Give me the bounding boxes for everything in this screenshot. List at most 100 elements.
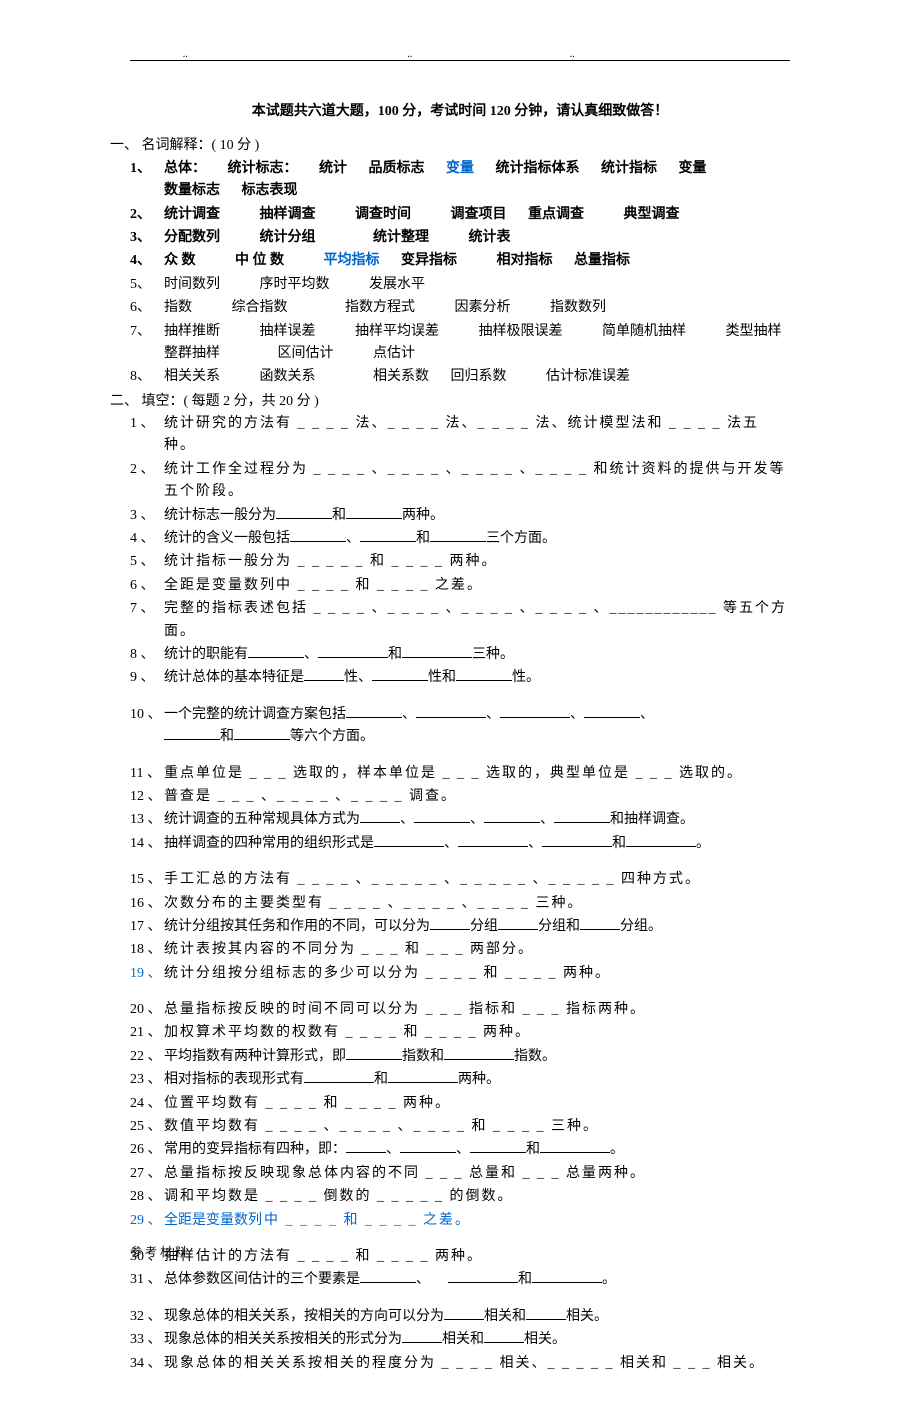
term: 相对指标 [497, 253, 553, 268]
txt: 相关。 [524, 1332, 566, 1347]
term: 相关系数 [373, 369, 429, 384]
num: 8、 [130, 366, 164, 388]
s2-item-33: 33 、现象总体的相关关系按相关的形式分为相关和相关。 [130, 1329, 790, 1351]
footer-text: 参 考 材 料 [130, 1243, 187, 1262]
s2-item-12: 12 、普查是 _ _ _ 、_ _ _ _ 、_ _ _ _ 调查。 [130, 786, 790, 808]
s1-item-3: 3、 分配数列 统计分组 统计整理 统计表 [130, 227, 790, 249]
num: 16 、 [130, 893, 164, 915]
term: 抽样平均误差 [355, 324, 439, 339]
txt: 平均指数有两种计算形式，即 [164, 1049, 346, 1064]
content: 重点单位是 _ _ _ 选取的，样本单位是 _ _ _ 选取的，典型单位是 _ … [164, 763, 790, 785]
term: 典型调查 [624, 207, 680, 222]
num: 2、 [130, 204, 164, 226]
num: 14 、 [130, 833, 164, 855]
content: 手工汇总的方法有 _ _ _ _ 、_ _ _ _ _ 、_ _ _ _ _ 、… [164, 869, 790, 891]
content: 普查是 _ _ _ 、_ _ _ _ 、_ _ _ _ 调查。 [164, 786, 790, 808]
txt: 、 [444, 836, 458, 851]
txt: 和 [220, 729, 234, 744]
txt: 三个方面。 [486, 531, 556, 546]
term: 重点调查 [528, 207, 584, 222]
s2-item-21: 21 、加权算术平均数的权数有 _ _ _ _ 和 _ _ _ _ 两种。 [130, 1022, 790, 1044]
txt: 。 [696, 836, 710, 851]
num: 15 、 [130, 869, 164, 891]
txt: 、 [640, 707, 654, 722]
content: 数值平均数有 _ _ _ _ 、_ _ _ _ 、_ _ _ _ 和 _ _ _… [164, 1116, 790, 1138]
s1-item-2: 2、 统计调查 抽样调查 调查时间 调查项目 重点调查 典型调查 [130, 204, 790, 226]
txt: 指数。 [514, 1049, 556, 1064]
s2-item-13: 13 、统计调查的五种常规具体方式为、、、和抽样调查。 [130, 809, 790, 831]
txt: 分组 [470, 919, 498, 934]
content: 统计研究的方法有 _ _ _ _ 法、_ _ _ _ 法、_ _ _ _ 法、统… [164, 413, 790, 458]
content: 统计分组按分组标志的多少可以分为 _ _ _ _ 和 _ _ _ _ 两种。 [164, 963, 790, 985]
term: 数量标志 [164, 183, 220, 198]
term: 统计调查 [164, 207, 220, 222]
num: 33 、 [130, 1329, 164, 1351]
txt: 抽样调查的四种常用的组织形式是 [164, 836, 374, 851]
s2-item-30: 30 、抽样估计的方法有 _ _ _ _ 和 _ _ _ _ 两种。 [130, 1246, 790, 1268]
num: 13 、 [130, 809, 164, 831]
txt: 和 [388, 647, 402, 662]
term: 中 位 数 [235, 253, 284, 268]
txt: 一个完整的统计调查方案包括 [164, 707, 346, 722]
content: 统计总体的基本特征是性、性和性。 [164, 667, 790, 689]
num: 2 、 [130, 459, 164, 504]
term: 众 数 [164, 253, 196, 268]
num: 11 、 [130, 763, 164, 785]
term: 标志表现 [242, 183, 298, 198]
txt: 等六个方面。 [290, 729, 374, 744]
txt: 、 [400, 812, 414, 827]
txt: 、 [386, 1142, 400, 1157]
content: 统计的含义一般包括、和三个方面。 [164, 528, 790, 550]
txt: 和 [612, 836, 626, 851]
txt: 性。 [512, 670, 540, 685]
s2-item-27: 27 、总量指标按反映现象总体内容的不同 _ _ _ 总量和 _ _ _ 总量两… [130, 1163, 790, 1185]
s2-item-28: 28 、调和平均数是 _ _ _ _ 倒数的 _ _ _ _ _ 的倒数。 [130, 1186, 790, 1208]
term: 平均指标 [324, 253, 380, 268]
content: 抽样调查的四种常用的组织形式是、、和。 [164, 833, 790, 855]
content: 现象总体的相关关系，按相关的方向可以分为相关和相关。 [164, 1306, 790, 1328]
txt: 相关和 [484, 1309, 526, 1324]
s2-item-18: 18 、统计表按其内容的不同分为 _ _ _ 和 _ _ _ 两部分。 [130, 939, 790, 961]
content: 次数分布的主要类型有 _ _ _ _ 、_ _ _ _ 、_ _ _ _ 三种。 [164, 893, 790, 915]
content: 一个完整的统计调查方案包括、、、、和等六个方面。 [164, 704, 790, 749]
content: 总体参数区间估计的三个要素是、和。 [164, 1269, 790, 1291]
txt: 、 [540, 812, 554, 827]
s2-item-8: 8 、统计的职能有、和三种。 [130, 644, 790, 666]
term: 总量指标 [574, 253, 630, 268]
term: 统计 [319, 161, 347, 176]
content: 抽样估计的方法有 _ _ _ _ 和 _ _ _ _ 两种。 [164, 1246, 790, 1268]
txt: 相对指标的表现形式有 [164, 1072, 304, 1087]
term: 相关关系 [164, 369, 220, 384]
txt: 现象总体的相关关系，按相关的方向可以分为 [164, 1309, 444, 1324]
term: 抽样推断 [164, 324, 220, 339]
s2-item-7: 7 、完整的指标表述包括 _ _ _ _ 、_ _ _ _ 、_ _ _ _ 、… [130, 598, 790, 643]
txt: 三种。 [472, 647, 514, 662]
term: 时间数列 [164, 277, 220, 292]
term: 函数关系 [260, 369, 316, 384]
term: 变量 [679, 161, 707, 176]
txt: 统计总体的基本特征是 [164, 670, 304, 685]
num: 5 、 [130, 551, 164, 573]
content: 统计工作全过程分为 _ _ _ _ 、_ _ _ _ 、_ _ _ _ 、_ _… [164, 459, 790, 504]
section-2-head: 二、 填空：( 每题 2 分，共 20 分 ) [110, 391, 790, 413]
num: 9 、 [130, 667, 164, 689]
content: 总量指标按反映现象总体内容的不同 _ _ _ 总量和 _ _ _ 总量两种。 [164, 1163, 790, 1185]
page: 本试题共六道大题，100 分，考试时间 120 分钟，请认真细致做答！ 一、 名… [0, 0, 920, 1417]
txt: 分组。 [620, 919, 662, 934]
section-2: 二、 填空：( 每题 2 分，共 20 分 ) 1 、统计研究的方法有 _ _ … [130, 391, 790, 1375]
term: 序时平均数 [260, 277, 330, 292]
term: 统计指标 [601, 161, 657, 176]
s1-item-4: 4、 众 数 中 位 数 平均指标 变异指标 相对指标 总量指标 [130, 250, 790, 272]
section-1-head: 一、 名词解释：( 10 分 ) [110, 135, 790, 157]
num: 18 、 [130, 939, 164, 961]
term: 变量 [446, 161, 474, 176]
s2-item-4: 4 、统计的含义一般包括、和三个方面。 [130, 528, 790, 550]
txt: 和 [332, 508, 346, 523]
num: 28 、 [130, 1186, 164, 1208]
txt: 相关和 [442, 1332, 484, 1347]
num: 32 、 [130, 1306, 164, 1328]
num: 27 、 [130, 1163, 164, 1185]
content: 抽样推断 抽样误差 抽样平均误差 抽样极限误差 简单随机抽样 类型抽样 整群抽样… [164, 321, 790, 366]
s2-item-34: 34 、现象总体的相关关系按相关的程度分为 _ _ _ _ 相关、_ _ _ _… [130, 1353, 790, 1375]
num: 3、 [130, 227, 164, 249]
